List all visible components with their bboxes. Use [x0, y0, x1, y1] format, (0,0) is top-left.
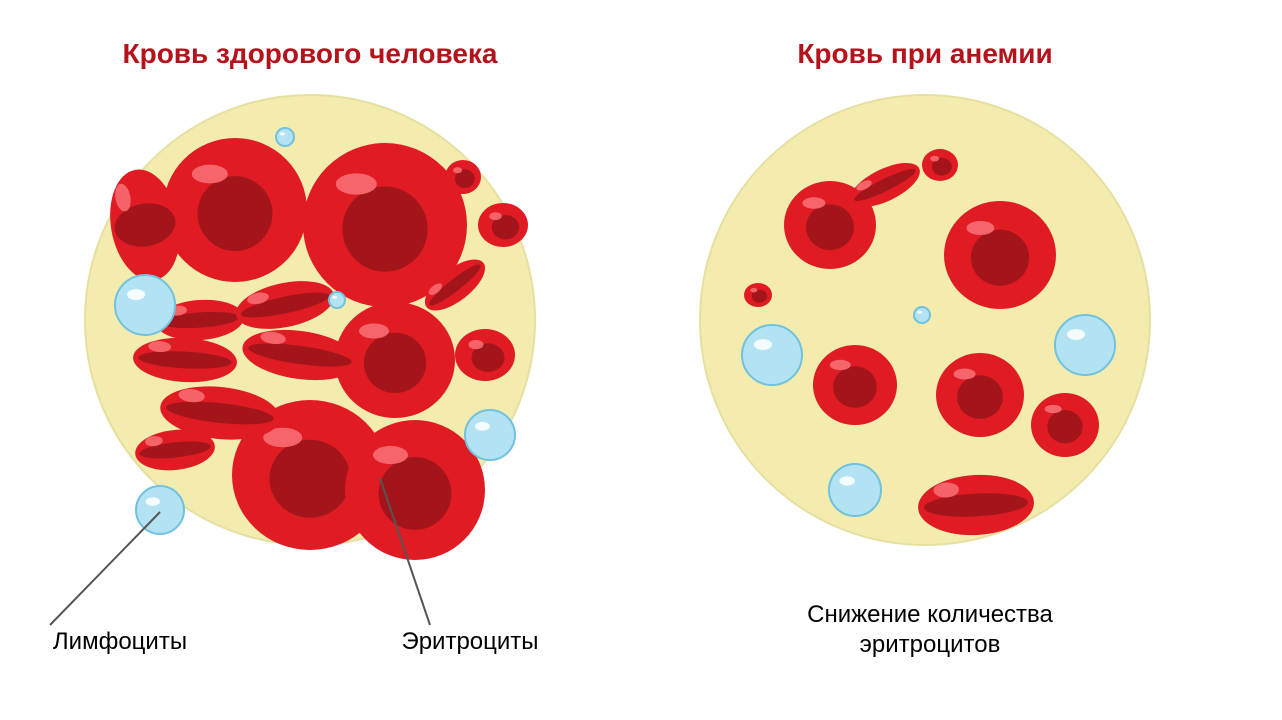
dish-anemia — [700, 95, 1150, 545]
title-healthy: Кровь здорового человека — [75, 38, 545, 70]
title-anemia: Кровь при анемии — [650, 38, 1200, 70]
dish-healthy — [85, 95, 535, 545]
caption-lymphocytes: Лимфоциты — [20, 628, 220, 656]
caption-erythrocytes: Эритроциты — [360, 628, 580, 656]
caption-reduction: Снижение количества эритроцитов — [680, 600, 1180, 660]
